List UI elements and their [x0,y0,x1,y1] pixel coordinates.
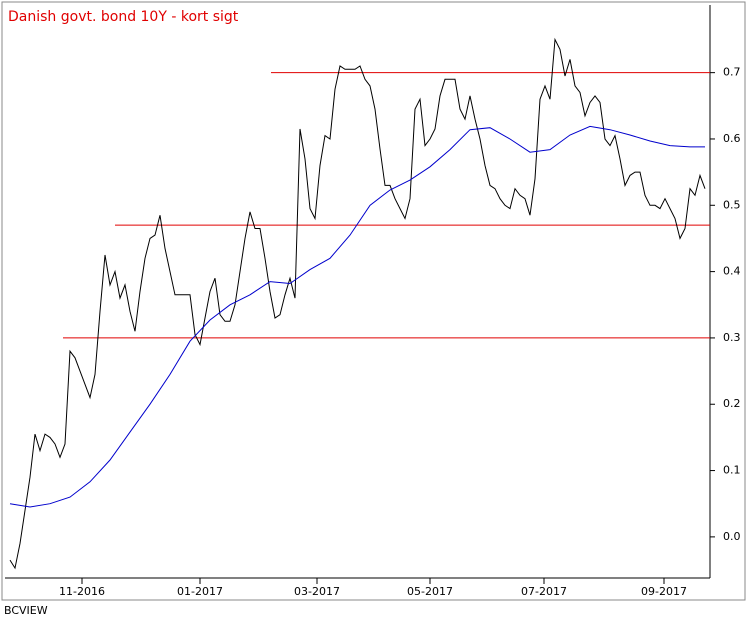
y-tick-label: 0.0 [723,530,741,543]
y-tick-label: 0.6 [723,132,741,145]
footer: BCVIEW [4,604,48,617]
y-tick-label: 0.3 [723,331,741,344]
x-tick-label: 05-2017 [407,585,453,598]
x-tick-label: 07-2017 [521,585,567,598]
frame [1,1,746,601]
x-tick-label: 01-2017 [177,585,223,598]
series-line [9,37,706,570]
y-tick-label: 0.7 [723,66,741,79]
y-tick-label: 0.5 [723,198,741,211]
y-tick-label: 0.4 [723,265,741,278]
y-tick-label: 0.2 [723,397,741,410]
x-tick-label: 09-2017 [641,585,687,598]
x-tick-label: 11-2016 [59,585,105,598]
y-tick-label: 0.1 [723,464,741,477]
chart-title: Danish govt. bond 10Y - kort sigt [8,9,239,25]
x-tick-label: 03-2017 [294,585,340,598]
series-line [9,125,705,508]
